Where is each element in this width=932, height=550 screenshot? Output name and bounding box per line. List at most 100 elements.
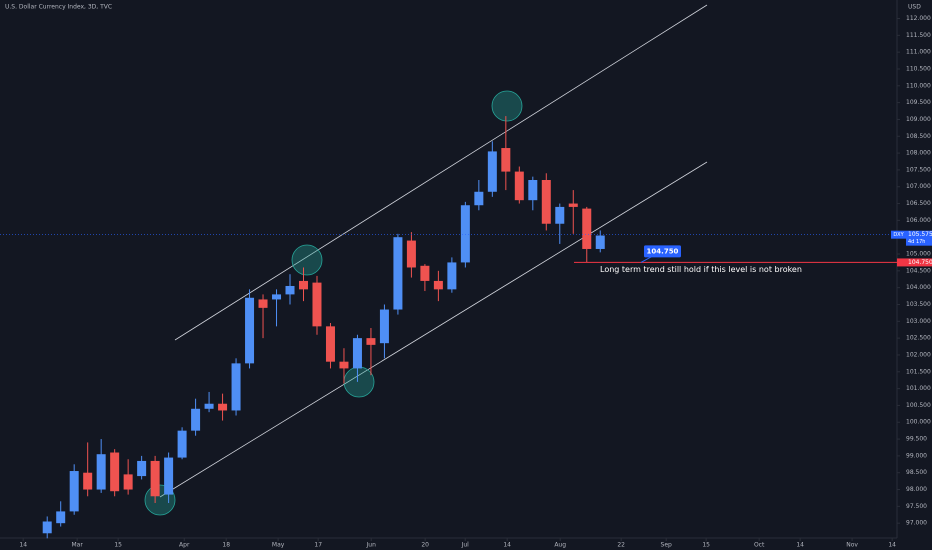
candle-body — [298, 280, 308, 290]
candle-body — [69, 471, 79, 512]
candle-body — [231, 363, 241, 411]
candle-body — [460, 205, 470, 263]
candle-body — [541, 180, 551, 224]
y-tick-label: 104.000 — [906, 284, 931, 291]
candle-body — [325, 326, 335, 362]
candle-body — [514, 171, 524, 201]
y-tick-label: 98.000 — [906, 486, 927, 493]
candle-body — [96, 454, 106, 490]
x-tick-label: 14 — [796, 542, 804, 549]
candle-body — [487, 151, 497, 192]
x-tick-label: Aug — [554, 542, 566, 549]
y-tick-label: 101.500 — [906, 368, 931, 375]
level-tag-label: 104.750 — [908, 259, 932, 266]
last-price-tag — [906, 230, 932, 246]
candle-body — [177, 430, 187, 458]
highlight-circle — [343, 366, 375, 398]
y-tick-label: 109.500 — [906, 99, 931, 106]
candle-body — [204, 403, 214, 409]
candle-body — [528, 180, 538, 201]
x-tick-label: Jul — [461, 542, 470, 549]
y-tick-label: 98.500 — [906, 469, 927, 476]
y-tick-label: 105.000 — [906, 251, 931, 258]
y-tick-label: 107.000 — [906, 183, 931, 190]
candle-body — [366, 338, 376, 345]
x-tick-label: 15 — [702, 542, 710, 549]
y-tick-label: 102.000 — [906, 351, 931, 358]
candle-body — [42, 521, 52, 534]
y-tick-label: 104.500 — [906, 267, 931, 274]
y-tick-label: 108.000 — [906, 150, 931, 157]
y-tick-label: 106.000 — [906, 217, 931, 224]
y-tick-label: 110.000 — [906, 82, 931, 89]
candle-body — [272, 294, 282, 300]
candle-body — [393, 237, 403, 310]
symbol-tag — [891, 230, 906, 239]
candle-body — [245, 297, 255, 364]
candle-body — [285, 285, 295, 295]
y-tick-label: 99.500 — [906, 436, 927, 443]
candle-body — [568, 203, 578, 207]
channel-upper — [174, 4, 708, 341]
candle-body — [582, 208, 592, 249]
callout-box — [644, 245, 681, 258]
y-tick-label: 107.500 — [906, 166, 931, 173]
candle-body — [312, 282, 322, 327]
candle-body — [83, 472, 93, 490]
candle-body — [110, 452, 120, 492]
candle-body — [420, 265, 430, 281]
countdown-label: 4d 17h — [908, 239, 925, 245]
y-tick-label: 99.000 — [906, 452, 927, 459]
y-tick-label: 110.500 — [906, 65, 931, 72]
currency-label: USD — [908, 4, 921, 11]
y-tick-label: 97.000 — [906, 520, 927, 527]
candle-body — [447, 262, 457, 290]
chart-title: U.S. Dollar Currency Index, 3D, TVC — [5, 4, 112, 11]
x-tick-label: May — [272, 542, 285, 549]
candle-body — [150, 460, 160, 497]
symbol-tag-label: DXY — [893, 232, 904, 238]
y-tick-label: 100.000 — [906, 419, 931, 426]
y-tick-label: 109.000 — [906, 116, 931, 123]
candle-body — [164, 457, 174, 495]
y-tick-label: 100.500 — [906, 402, 931, 409]
y-tick-label: 112.000 — [906, 15, 931, 22]
y-tick-label: 108.500 — [906, 133, 931, 140]
x-tick-label: 14 — [19, 542, 27, 549]
candle-body — [339, 361, 349, 369]
candle-body — [191, 408, 201, 431]
x-tick-label: Nov — [846, 542, 858, 549]
y-tick-label: 106.500 — [906, 200, 931, 207]
candle-body — [555, 206, 565, 224]
level-tag — [897, 258, 932, 267]
candle-body — [123, 474, 133, 490]
candle-body — [406, 240, 416, 268]
x-tick-label: 22 — [617, 542, 625, 549]
candle-body — [56, 511, 66, 524]
x-tick-label: 14 — [888, 542, 896, 549]
x-tick-label: Mar — [71, 542, 83, 549]
y-tick-label: 97.500 — [906, 503, 927, 510]
candle-body — [474, 191, 484, 206]
y-tick-label: 101.000 — [906, 385, 931, 392]
x-tick-label: 20 — [421, 542, 429, 549]
channel-lower — [159, 161, 708, 498]
x-tick-label: 18 — [222, 542, 230, 549]
y-tick-label: 111.500 — [906, 32, 931, 39]
annotation-text: Long term trend still hold if this level… — [600, 265, 802, 274]
y-tick-label: 102.500 — [906, 335, 931, 342]
x-tick-label: Oct — [754, 542, 765, 549]
highlight-circle — [491, 90, 523, 122]
x-tick-label: 15 — [114, 542, 122, 549]
candle-body — [258, 299, 268, 308]
callout-label: 104.750 — [647, 247, 679, 255]
candle-body — [379, 309, 389, 344]
candle-body — [433, 280, 443, 290]
candle-body — [352, 338, 362, 369]
x-tick-label: Sep — [661, 542, 673, 549]
candle-body — [218, 403, 228, 411]
x-tick-label: Jun — [366, 542, 377, 549]
candle-body — [137, 460, 147, 477]
last-price-label: 105.575 — [908, 231, 932, 238]
